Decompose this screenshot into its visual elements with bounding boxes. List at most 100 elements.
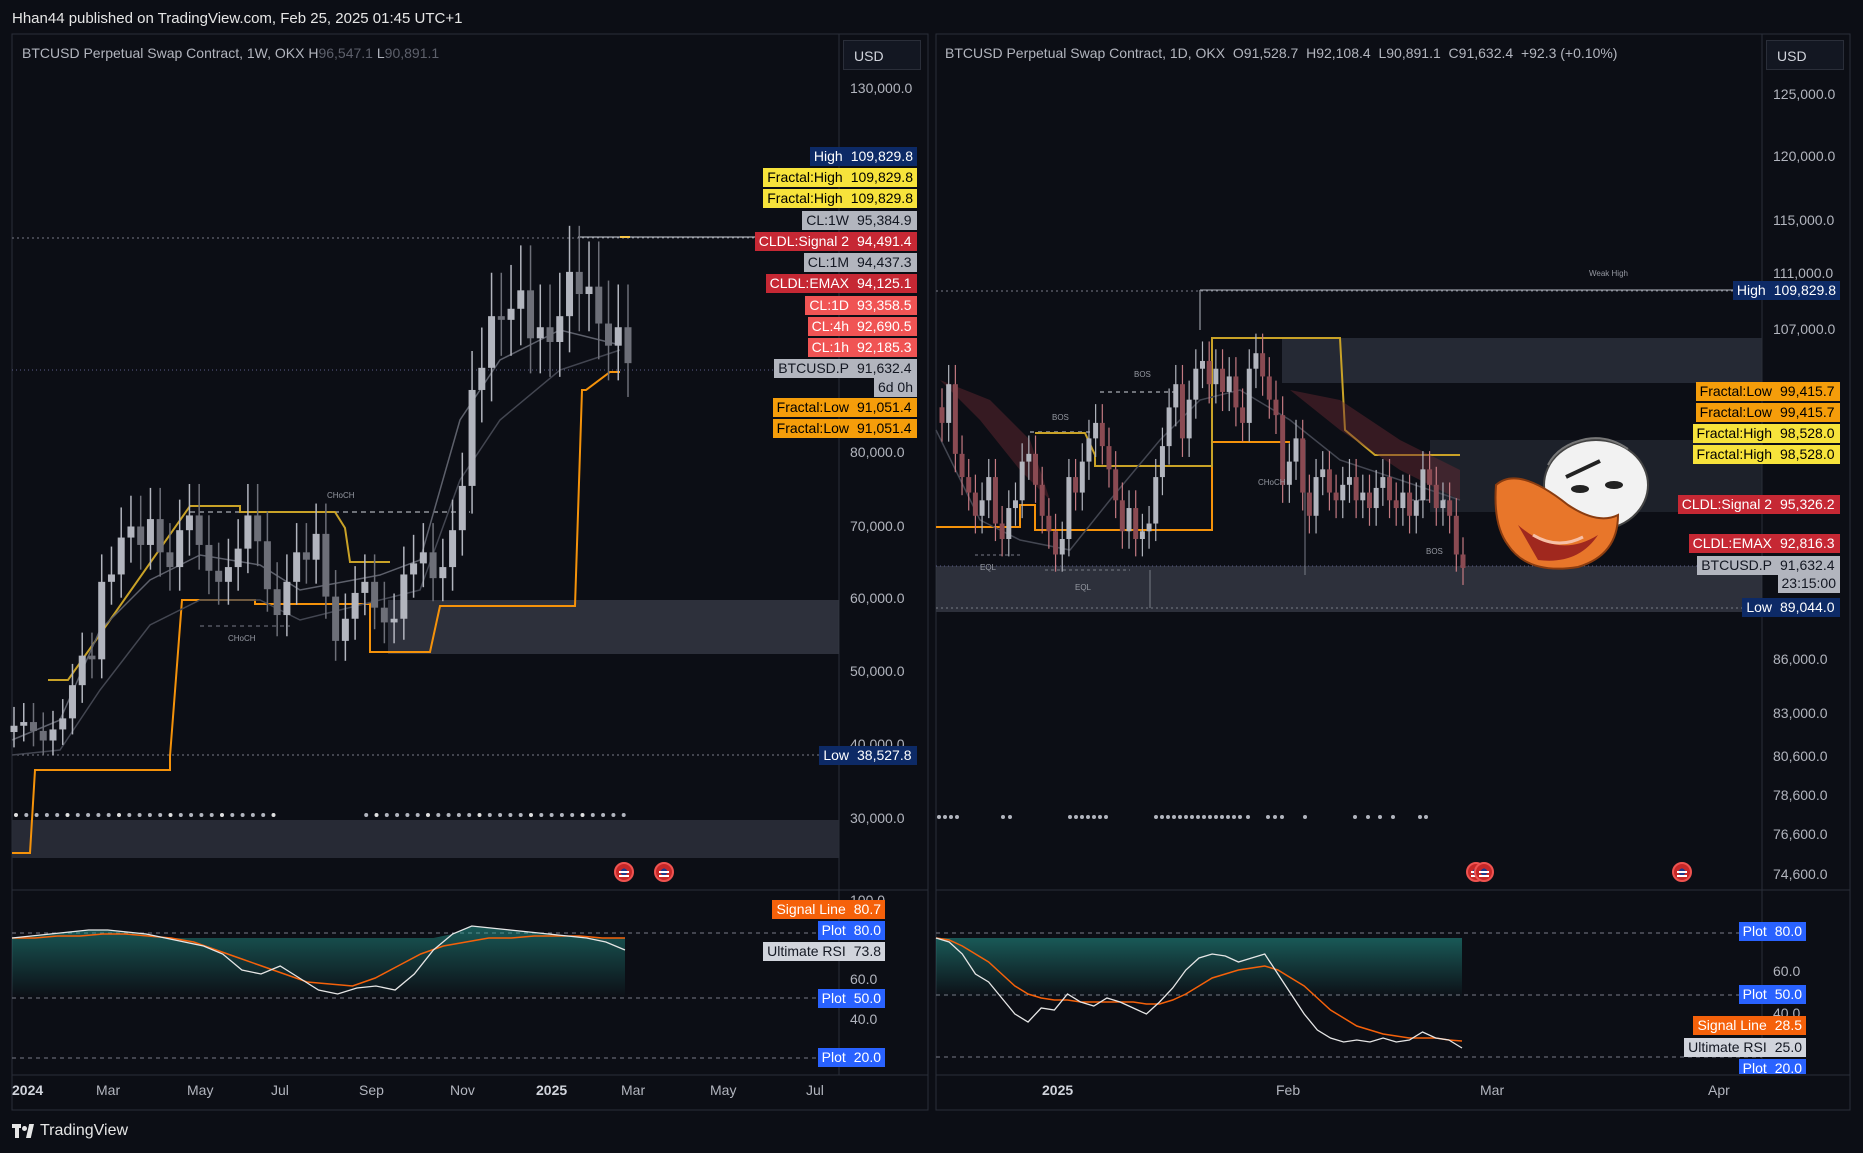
right-currency-button[interactable]: USD <box>1766 40 1844 70</box>
candle-body <box>293 552 301 582</box>
candle-body <box>1206 360 1212 385</box>
us-flag-event-icon[interactable] <box>1474 862 1494 882</box>
candle-body <box>1226 376 1232 392</box>
right-bos-label: BOS <box>1052 413 1069 422</box>
right-countdown: 23:15:00 <box>1777 574 1840 593</box>
right-time-label: Apr <box>1708 1082 1730 1098</box>
candle-body <box>1179 384 1185 439</box>
right-rsi-tag-ultimate: Ultimate RSI 25.0 <box>1684 1038 1806 1057</box>
signal-dot <box>1220 815 1224 819</box>
candle-body <box>205 544 213 571</box>
candle-body <box>939 407 945 423</box>
candle-body <box>1460 554 1466 568</box>
signal-dot <box>220 813 224 817</box>
candle-body <box>1453 515 1459 555</box>
right-change: +92.3 (+0.10%) <box>1520 45 1618 61</box>
left-currency-button[interactable]: USD <box>843 40 921 70</box>
signal-dot <box>1208 815 1212 819</box>
left-rsi-pane <box>11 925 626 998</box>
candle-body <box>1380 477 1386 488</box>
left-choch-label: CHoCH <box>327 491 355 500</box>
signal-dot <box>955 815 959 819</box>
candle-body <box>1266 376 1272 400</box>
candle-body <box>137 526 145 545</box>
left-choch-label: CHoCH <box>228 634 256 643</box>
signal-dot <box>199 813 204 817</box>
candle-body <box>1126 508 1132 532</box>
candle-body <box>88 655 96 660</box>
angry-duck-sticker-icon[interactable] <box>1488 425 1653 580</box>
signal-dot <box>549 813 554 817</box>
signal-dot <box>14 813 18 817</box>
candle-body <box>400 574 408 619</box>
candle-body <box>1053 531 1059 555</box>
right-rsi-pane <box>935 937 1463 1049</box>
candle-body <box>1220 368 1226 392</box>
signal-dot <box>518 813 523 817</box>
candle-body <box>410 563 418 575</box>
candle-body <box>341 618 349 641</box>
candle-body <box>312 533 320 560</box>
candle-body <box>273 589 281 616</box>
candle-body <box>1106 446 1112 470</box>
right-axis-label: 74,600.0 <box>1773 866 1828 882</box>
candle-body <box>979 500 985 516</box>
left-time-label: Nov <box>450 1082 475 1098</box>
right-axis-label: 115,000.0 <box>1773 212 1835 228</box>
signal-dot <box>487 813 492 817</box>
tradingview-footer[interactable]: TradingView <box>12 1118 128 1144</box>
candle-body <box>1006 508 1012 540</box>
candle-body <box>624 327 632 364</box>
us-flag-event-icon[interactable] <box>654 862 674 882</box>
right-weak-high-label: Weak High <box>1589 269 1628 278</box>
left-rsi-tag-plot50: Plot 50.0 <box>817 989 885 1008</box>
signal-dot <box>137 813 142 817</box>
candle-body <box>146 519 154 545</box>
candle-body <box>59 718 67 730</box>
signal-dot <box>1196 815 1200 819</box>
signal-dot <box>1166 815 1170 819</box>
candle-body <box>156 519 164 553</box>
candle-body <box>575 271 583 295</box>
signal-dot <box>436 813 441 817</box>
signal-dot <box>498 813 503 817</box>
left-rsi-tag-plot20: Plot 20.0 <box>817 1048 885 1067</box>
right-rsi-tag-plot50: Plot 50.0 <box>1738 985 1806 1004</box>
right-o-value: 91,528.7 <box>1243 45 1299 61</box>
left-time-label: 2025 <box>536 1082 568 1098</box>
candle-body <box>234 548 242 568</box>
candle-body <box>1286 461 1292 485</box>
us-flag-event-icon[interactable] <box>614 862 634 882</box>
left-envelope-lower <box>11 349 621 756</box>
signal-dot <box>1160 815 1164 819</box>
candle-body <box>263 541 271 590</box>
candle-body <box>1433 484 1439 509</box>
right-demand-zone <box>936 566 1762 612</box>
candle-body <box>458 485 466 531</box>
left-tag-cl-1d: CL:1D 93,358.5 <box>805 296 917 315</box>
rsi-overbought-fill <box>936 938 1462 998</box>
signal-dot <box>1391 815 1395 819</box>
signal-dot <box>1366 815 1370 819</box>
right-tag-last-price: BTCUSD.P 91,632.4 <box>1697 556 1840 575</box>
rsi-ultimate-line <box>935 937 1463 1049</box>
signal-dot <box>34 813 39 817</box>
left-h-value: 96,547.1 <box>318 45 373 61</box>
left-rsi-tag-signal: Signal Line 80.7 <box>772 900 885 919</box>
left-tag-fractal-high: Fractal:High 109,829.8 <box>763 189 917 208</box>
candle-body <box>1293 438 1299 462</box>
signal-dot <box>1104 815 1108 819</box>
candle-body <box>1360 492 1366 501</box>
right-tag-cldl-emax: CLDL:EMAX 92,816.3 <box>1688 534 1840 553</box>
candle-body <box>478 367 486 390</box>
candle-body <box>1246 368 1252 423</box>
right-axis-label: 86,000.0 <box>1773 651 1828 667</box>
us-flag-event-icon[interactable] <box>1672 862 1692 882</box>
candle-body <box>1280 415 1286 485</box>
signal-dot <box>127 813 132 817</box>
left-axis-label: 70,000.0 <box>850 518 905 534</box>
left-candles <box>10 225 632 756</box>
candle-body <box>1407 492 1413 516</box>
candle-body <box>992 477 998 524</box>
